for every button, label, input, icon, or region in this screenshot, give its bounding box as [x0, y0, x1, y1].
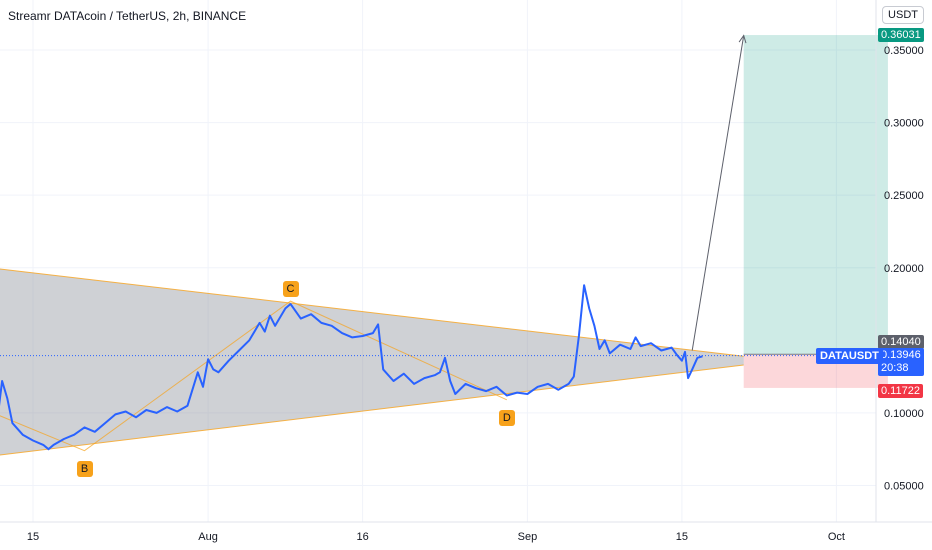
y-tick-label-3: 0.20000 [884, 263, 924, 275]
y-tick-label-2: 0.25000 [884, 190, 924, 202]
y-tick-label-1: 0.30000 [884, 118, 924, 130]
triangle-fill [0, 268, 744, 456]
projection-arrow[interactable] [691, 34, 747, 351]
x-tick-label-2: 16 [356, 531, 368, 543]
wave-label-b: B [76, 460, 93, 477]
stop-price-label: 0.11722 [878, 383, 923, 398]
projection-line [691, 35, 745, 351]
wave-label-c: C [282, 281, 299, 298]
x-tick-label-4: 15 [676, 531, 688, 543]
x-tick-label-1: Aug [198, 531, 218, 543]
last-price-label: 0.13946 20:38 [878, 347, 924, 376]
x-tick-label-3: Sep [518, 531, 538, 543]
price-line [0, 284, 703, 451]
chart-title: Streamr DATAcoin / TetherUS, 2h, BINANCE [8, 9, 247, 23]
symbol-tag: DATAUSDT [816, 347, 883, 364]
y-tick-label-0: 0.35000 [884, 45, 924, 57]
x-tick-label-5: Oct [828, 531, 845, 543]
countdown-timer: 20:38 [881, 361, 909, 374]
last-price-value: 0.13946 [881, 348, 921, 361]
x-tick-label-0: 15 [27, 531, 39, 543]
position-box[interactable] [743, 35, 888, 388]
entry-price-label: 0.14040 [878, 335, 924, 350]
target-zone [743, 35, 888, 355]
projection-arrowhead [738, 34, 747, 44]
wave-label-d: D [498, 409, 515, 426]
unit-badge[interactable]: USDT [882, 6, 924, 24]
y-tick-label-5: 0.05000 [884, 481, 924, 493]
target-price-label: 0.36031 [878, 28, 924, 43]
price-series [0, 284, 876, 451]
triangle-pattern[interactable] [0, 262, 744, 462]
y-tick-label-4: 0.10000 [884, 408, 924, 420]
triangle-upper-line [0, 268, 744, 357]
grid-lines [0, 0, 876, 522]
